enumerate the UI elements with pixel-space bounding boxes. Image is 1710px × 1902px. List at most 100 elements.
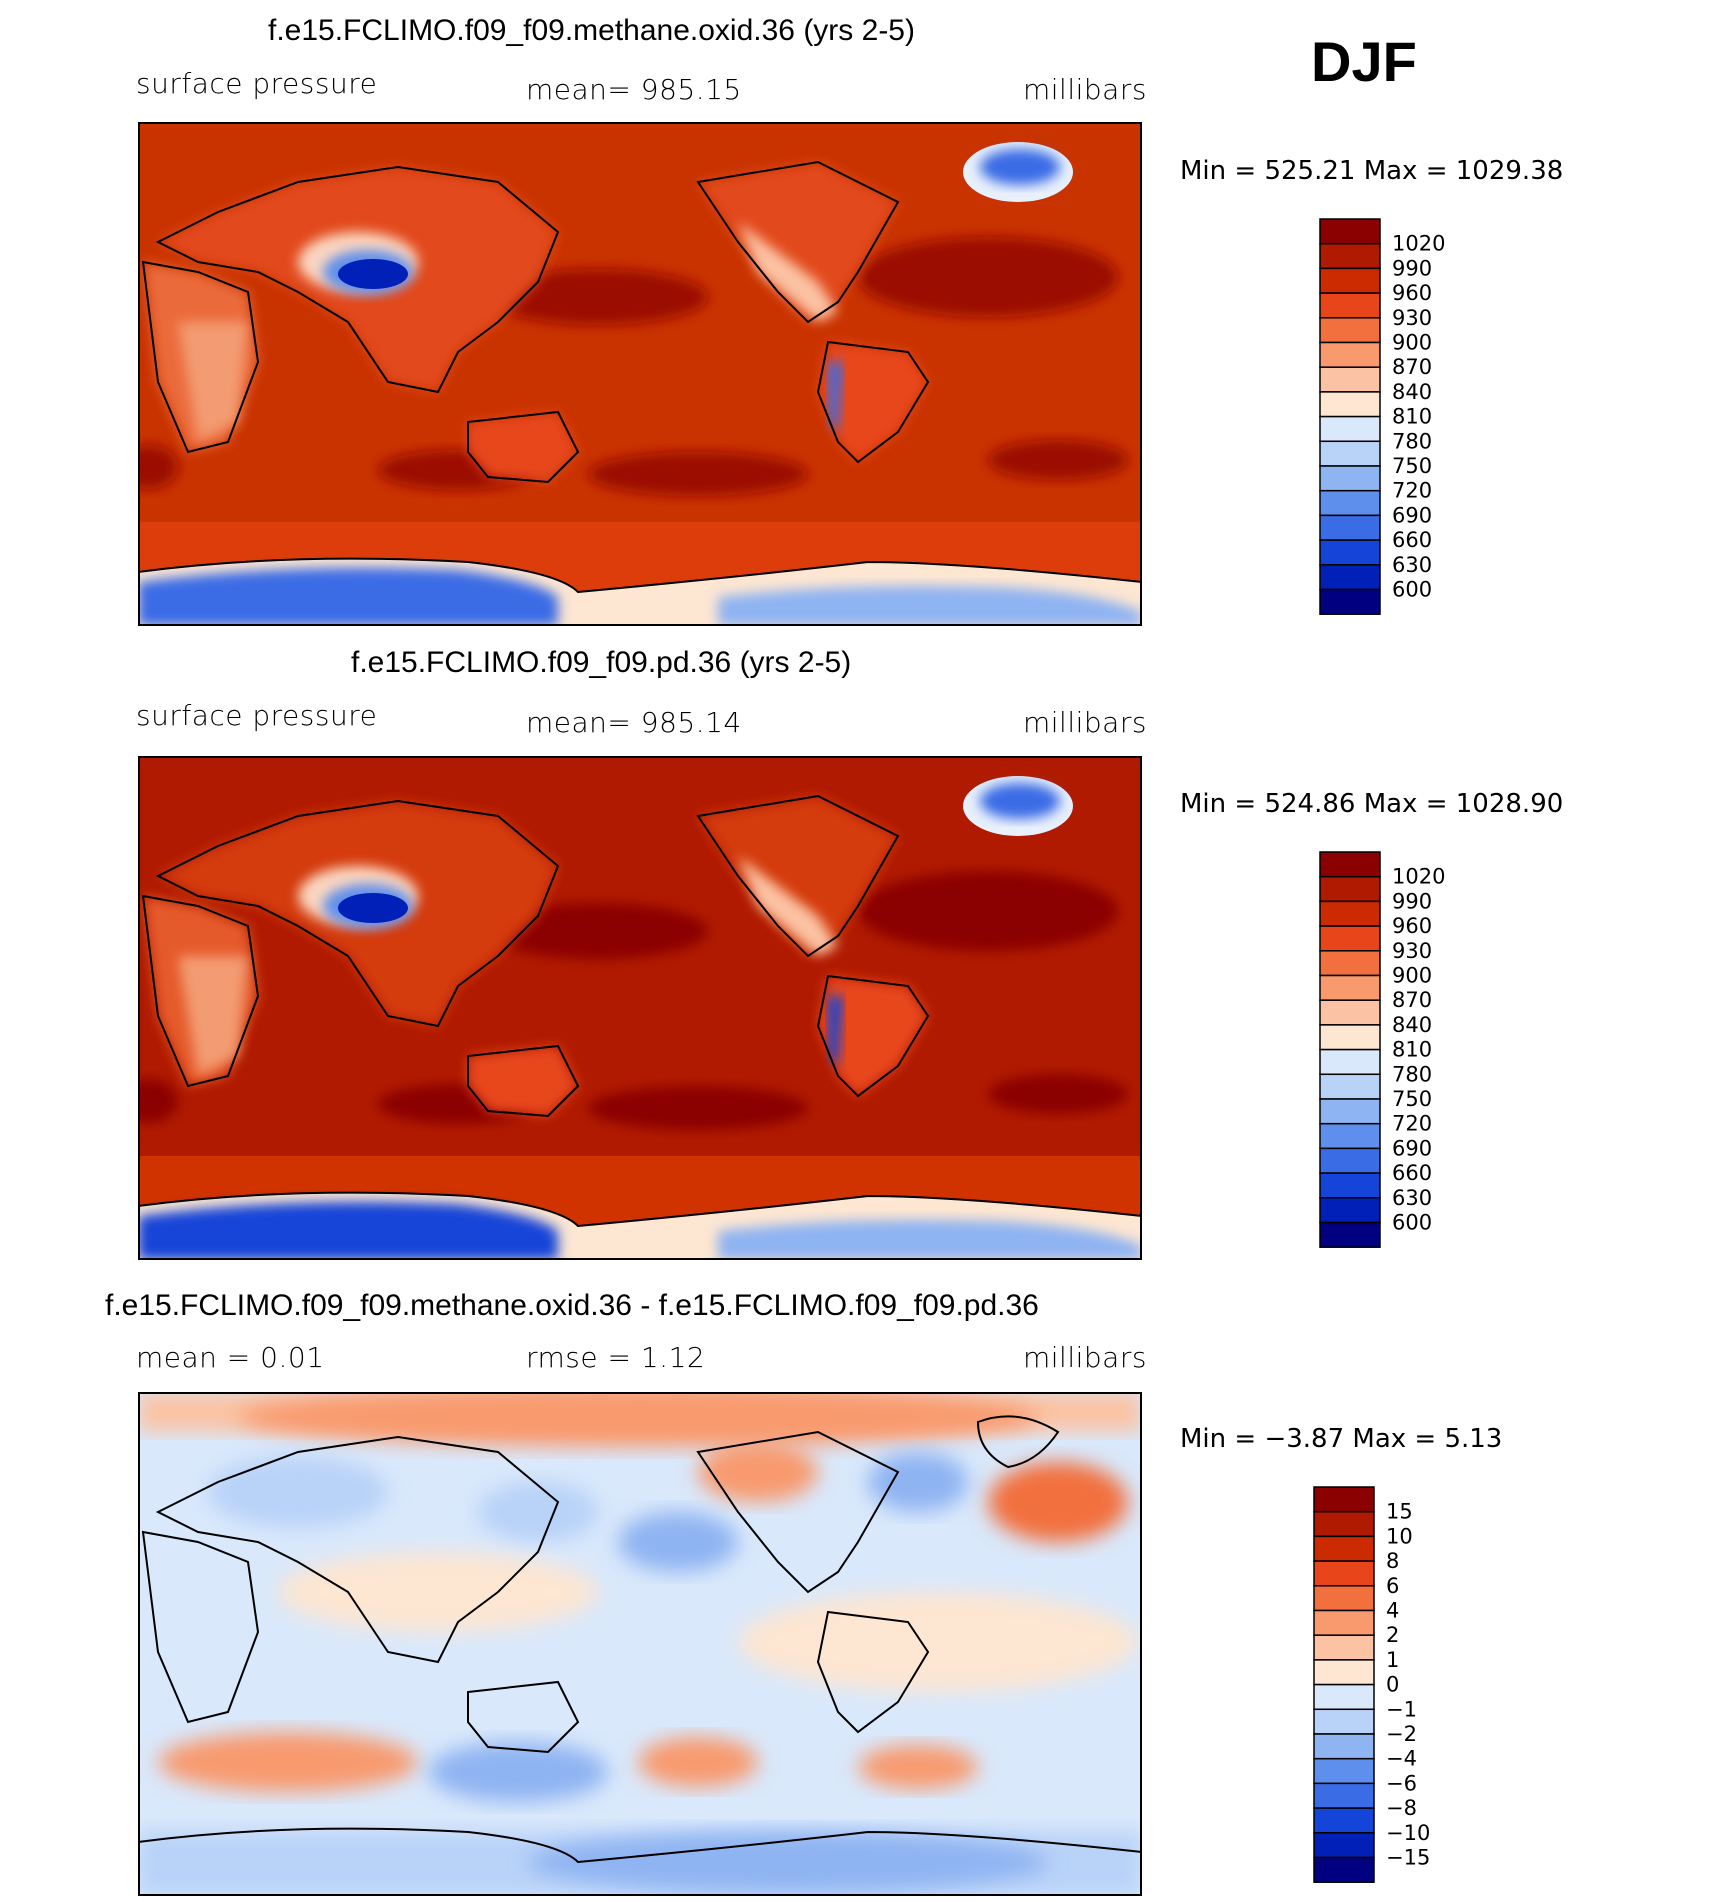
colorbar-swatch [1319, 1122, 1381, 1150]
colorbar-tick-label: 870 [1392, 988, 1432, 1012]
panel-1-colorbar-swatches [1319, 218, 1381, 615]
panel-1-mean-label: mean= 985.15 [526, 73, 742, 106]
colorbar-tick-label: 780 [1392, 1062, 1432, 1086]
colorbar-tick-label: 1 [1386, 1648, 1399, 1672]
colorbar-tick-label: 630 [1392, 553, 1432, 577]
panel-2-mean-label: mean= 985.14 [526, 706, 742, 739]
colorbar-tick-label: 630 [1392, 1186, 1432, 1210]
colorbar-tick-label: −8 [1386, 1796, 1417, 1820]
colorbar-swatch [1313, 1782, 1375, 1809]
panel-2-min-max: Min = 524.86 Max = 1028.90 [1180, 789, 1564, 819]
colorbar-swatch [1319, 1048, 1381, 1076]
colorbar-tick-label: 990 [1392, 889, 1432, 913]
panel-1-title: f.e15.FCLIMO.f09_f09.methane.oxid.36 (yr… [268, 14, 915, 47]
panel-2-colorbar: 1020990960930900870840810780750720690660… [1319, 851, 1445, 1248]
colorbar-swatch [1319, 1024, 1381, 1051]
colorbar-swatch [1319, 851, 1381, 878]
colorbar-tick-label: 10 [1386, 1524, 1413, 1548]
colorbar-swatch [1313, 1757, 1375, 1785]
panel-2-colorbar-swatches [1319, 851, 1381, 1248]
colorbar-tick-label: 990 [1392, 256, 1432, 280]
colorbar-tick-label: −4 [1386, 1747, 1417, 1771]
colorbar-tick-label: 750 [1392, 454, 1432, 478]
colorbar-swatch [1319, 366, 1381, 393]
colorbar-swatch [1313, 1510, 1375, 1538]
colorbar-swatch [1319, 900, 1381, 927]
colorbar-swatch [1319, 1147, 1381, 1174]
colorbar-swatch [1319, 341, 1381, 368]
colorbar-tick-label: 930 [1392, 939, 1432, 963]
colorbar-swatch [1319, 999, 1381, 1026]
colorbar-swatch [1319, 539, 1381, 566]
colorbar-tick-label: 8 [1386, 1549, 1399, 1573]
colorbar-tick-label: 960 [1392, 281, 1432, 305]
colorbar-swatch [1319, 1098, 1381, 1125]
colorbar-tick-label: 660 [1392, 528, 1432, 552]
colorbar-swatch [1319, 1073, 1381, 1100]
colorbar-swatch [1319, 242, 1381, 270]
colorbar-swatch [1319, 950, 1381, 977]
colorbar-tick-label: −1 [1386, 1697, 1417, 1721]
colorbar-swatch [1319, 514, 1381, 541]
colorbar-swatch [1319, 1197, 1381, 1224]
colorbar-swatch [1313, 1807, 1375, 1834]
colorbar-tick-label: −2 [1386, 1722, 1417, 1746]
panel-3-colorbar-swatches [1313, 1486, 1375, 1883]
colorbar-swatch [1319, 317, 1381, 344]
colorbar-tick-label: −10 [1386, 1821, 1430, 1845]
panel-1-units-label: millibars [1023, 73, 1147, 106]
colorbar-tick-label: 840 [1392, 380, 1432, 404]
colorbar-swatch [1319, 588, 1381, 615]
colorbar-swatch [1319, 391, 1381, 418]
colorbar-swatch [1313, 1634, 1375, 1661]
colorbar-swatch [1319, 267, 1381, 294]
colorbar-swatch [1319, 465, 1381, 492]
colorbar-tick-label: 6 [1386, 1574, 1399, 1598]
colorbar-tick-label: 1020 [1392, 865, 1445, 889]
colorbar-tick-label: 840 [1392, 1013, 1432, 1037]
colorbar-tick-label: 600 [1392, 578, 1432, 602]
colorbar-tick-label: 930 [1392, 306, 1432, 330]
panel-2-colorbar-labels: 1020990960930900870840810780750720690660… [1392, 865, 1445, 1235]
colorbar-swatch [1313, 1683, 1375, 1711]
colorbar-tick-label: 4 [1386, 1599, 1399, 1623]
panel-1-variable-label: surface pressure [136, 67, 378, 100]
colorbar-tick-label: 660 [1392, 1161, 1432, 1185]
colorbar-tick-label: 600 [1392, 1211, 1432, 1235]
panel-2-units-label: millibars [1023, 706, 1147, 739]
colorbar-swatch [1313, 1832, 1375, 1859]
colorbar-swatch [1313, 1486, 1375, 1513]
panel-3-title: f.e15.FCLIMO.f09_f09.methane.oxid.36 - f… [105, 1289, 1039, 1322]
panel-1-colorbar-labels: 1020990960930900870840810780750720690660… [1392, 232, 1445, 602]
panel-1-min-max: Min = 525.21 Max = 1029.38 [1180, 156, 1564, 186]
colorbar-swatch [1313, 1609, 1375, 1636]
colorbar-tick-label: 2 [1386, 1623, 1399, 1647]
colorbar-tick-label: −15 [1386, 1846, 1430, 1870]
colorbar-tick-label: 690 [1392, 503, 1432, 527]
panel-3-rmse-label: rmse = 1.12 [526, 1341, 706, 1374]
colorbar-swatch [1313, 1733, 1375, 1760]
panel-2-variable-label: surface pressure [136, 699, 378, 732]
panel-3-mean-label: mean = 0.01 [136, 1341, 325, 1374]
colorbar-tick-label: −6 [1386, 1771, 1417, 1795]
colorbar-tick-label: 870 [1392, 355, 1432, 379]
panel-3-map [138, 1392, 1142, 1896]
season-label: DJF [1311, 30, 1417, 93]
colorbar-swatch [1313, 1856, 1375, 1883]
colorbar-tick-label: 780 [1392, 429, 1432, 453]
colorbar-swatch [1313, 1585, 1375, 1612]
colorbar-tick-label: 690 [1392, 1136, 1432, 1160]
colorbar-tick-label: 0 [1386, 1673, 1399, 1697]
colorbar-swatch [1319, 1221, 1381, 1248]
colorbar-swatch [1313, 1708, 1375, 1735]
panel-2-title: f.e15.FCLIMO.f09_f09.pd.36 (yrs 2-5) [351, 646, 852, 679]
colorbar-tick-label: 900 [1392, 331, 1432, 355]
colorbar-tick-label: 720 [1392, 479, 1432, 503]
panel-1-colorbar: 1020990960930900870840810780750720690660… [1319, 218, 1445, 615]
colorbar-swatch [1319, 292, 1381, 319]
colorbar-tick-label: 1020 [1392, 232, 1445, 256]
colorbar-tick-label: 960 [1392, 914, 1432, 938]
panel-1-map [138, 122, 1142, 626]
